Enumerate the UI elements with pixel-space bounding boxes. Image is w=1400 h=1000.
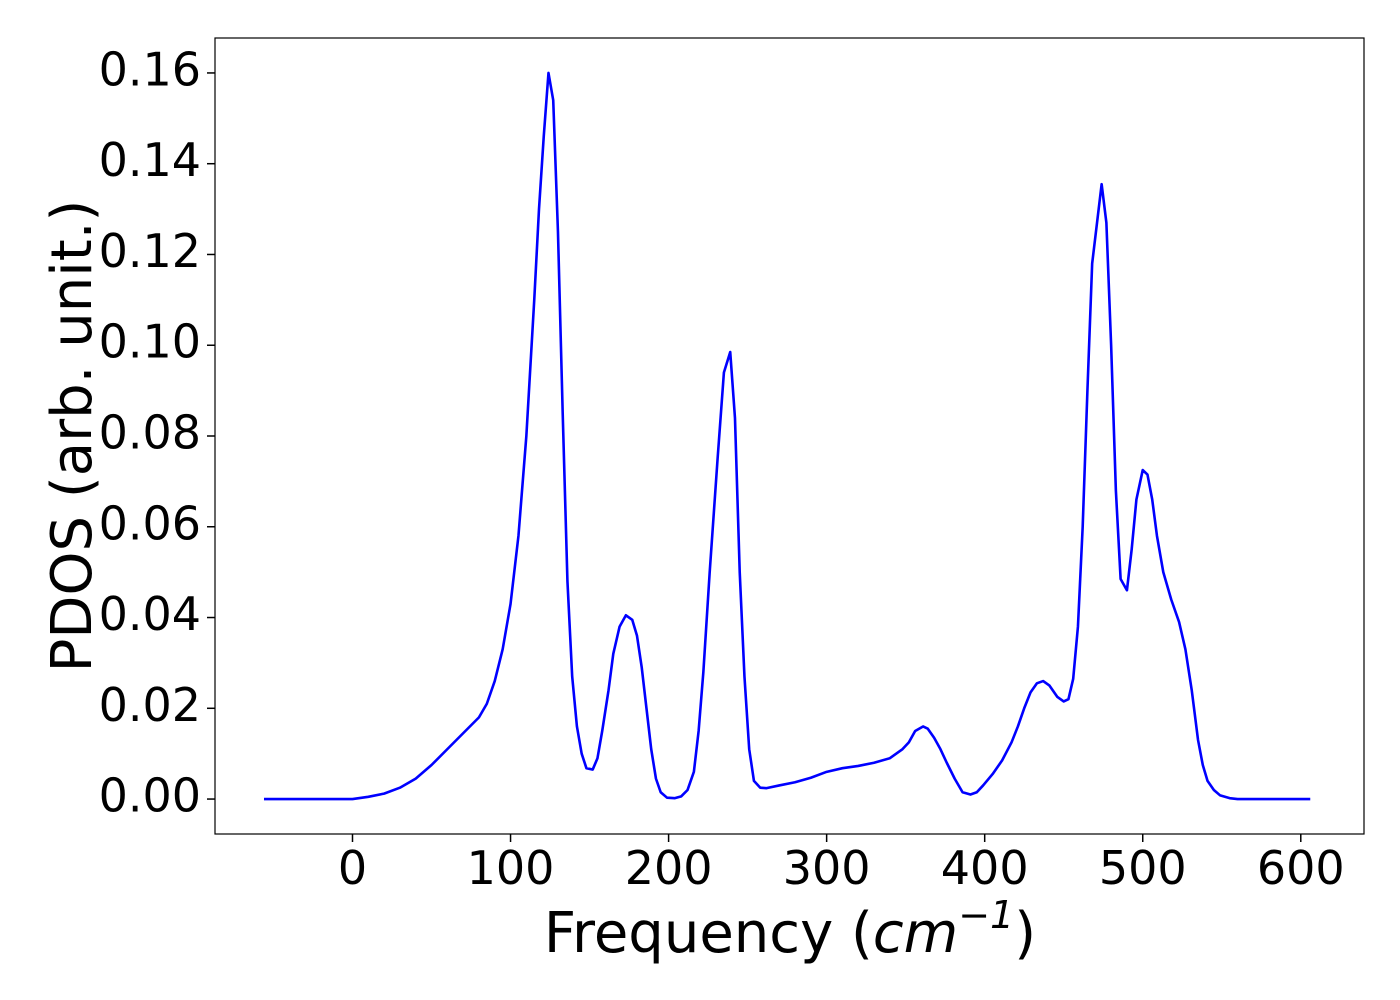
y-axis-label: PDOS (arb. unit.) (40, 200, 105, 673)
y-tick-label: 0.16 (99, 42, 201, 96)
y-tick-label: 0.02 (99, 678, 201, 732)
x-tick-label: 500 (1099, 841, 1187, 895)
y-tick-label: 0.10 (99, 315, 201, 369)
x-label-exponent: −1 (958, 893, 1014, 937)
y-tick-label: 0.08 (99, 406, 201, 460)
x-tick-label: 100 (467, 841, 555, 895)
y-tick-label: 0.06 (99, 496, 201, 550)
y-tick-label: 0.14 (99, 133, 201, 187)
data-line (263, 71, 1311, 801)
x-tick-label: 600 (1257, 841, 1345, 895)
x-axis-label: Frequency (cm−1) (544, 893, 1036, 966)
x-label-text: Frequency ( (544, 901, 873, 966)
x-tick-label: 200 (625, 841, 713, 895)
y-tick-label: 0.00 (99, 769, 201, 823)
x-tick-label: 0 (338, 841, 367, 895)
x-label-text: ) (1014, 901, 1036, 966)
y-tick-label: 0.04 (99, 587, 201, 641)
plot-frame (214, 37, 1365, 835)
x-label-unit: cm (873, 901, 958, 966)
x-tick-label: 400 (941, 841, 1029, 895)
x-tick-label: 300 (783, 841, 871, 895)
y-tick-label: 0.12 (99, 224, 201, 278)
